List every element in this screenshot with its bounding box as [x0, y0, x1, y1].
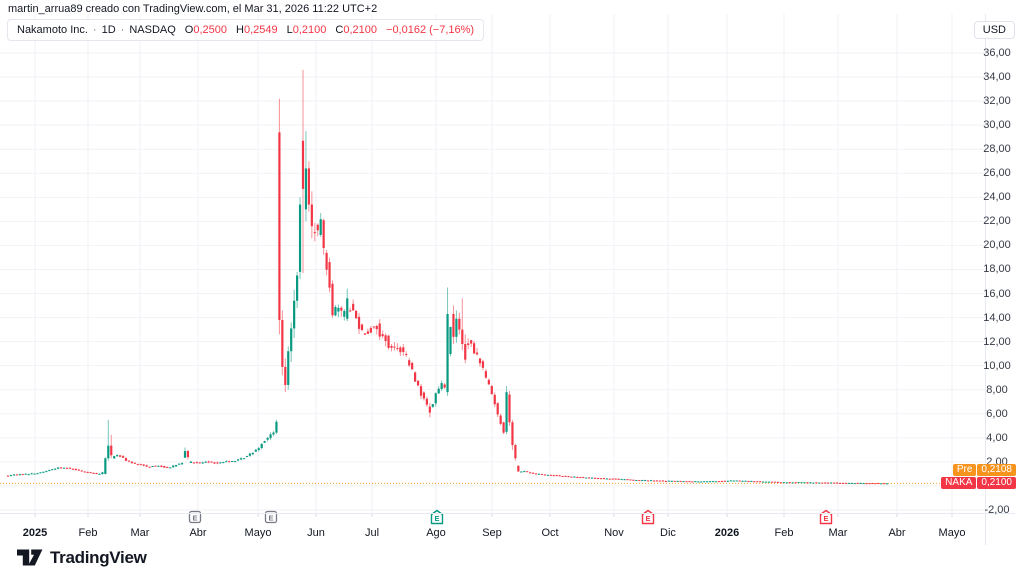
price-tick-label: 10,00	[983, 359, 1011, 372]
tradingview-logo-text: TradingView	[50, 547, 147, 567]
price-tick-label: -2,00	[984, 504, 1010, 516]
time-axis-label: Abr	[189, 527, 207, 539]
time-axis-label: Feb	[774, 527, 794, 539]
interval-label: 1D	[101, 24, 116, 36]
price-tick-label: 28,00	[983, 143, 1011, 156]
last-price-badge: NAKA 0,2100	[941, 477, 1016, 490]
symbol-name: Nakamoto Inc.	[17, 24, 88, 36]
tradingview-logo-mark	[17, 549, 43, 566]
candlestick-series	[6, 69, 889, 485]
price-tick-label: 20,00	[983, 239, 1011, 252]
time-axis-label: Mayo	[938, 527, 966, 539]
premarket-badge-label: Pre	[952, 464, 977, 477]
time-axis-label: Jul	[364, 527, 380, 539]
time-axis-label: 2025	[22, 527, 48, 539]
svg-text:E: E	[823, 514, 828, 523]
price-scale[interactable]: 36,00 34,00 32,00 30,00 28,00 26,00 24,00 22,00…	[981, 0, 1013, 545]
price-tick-label: 18,00	[983, 263, 1011, 276]
time-axis-label: Ago	[426, 527, 446, 539]
svg-text:E: E	[268, 514, 273, 523]
time-axis-label: Dic	[660, 527, 676, 539]
price-tick-label: 26,00	[983, 167, 1011, 180]
price-tick-label: 6,00	[986, 407, 1008, 420]
svg-text:E: E	[192, 514, 197, 523]
price-tick-label: 24,00	[983, 191, 1011, 204]
time-axis-label: Sep	[482, 527, 502, 539]
ohlc-close: C0,2100	[335, 24, 378, 36]
ohlc-high: H0,2549	[236, 24, 278, 36]
price-tick-label: 12,00	[983, 335, 1011, 348]
time-axis-label: Feb	[78, 527, 98, 539]
price-tick-label: 30,00	[983, 119, 1011, 132]
time-axis-label: Mar	[130, 527, 150, 539]
attribution-text: martin_arrua89 creado con TradingView.co…	[8, 3, 378, 15]
earnings-marker-icon[interactable]: E	[188, 510, 202, 524]
time-axis-label: Jun	[307, 527, 325, 539]
last-badge-value: 0,2100	[977, 477, 1016, 490]
time-axis-label: 2026	[714, 527, 740, 539]
last-badge-label: NAKA	[941, 477, 977, 490]
time-axis-label: Abr	[888, 527, 906, 539]
symbol-legend[interactable]: Nakamoto Inc. · 1D · NASDAQ O0,2500 H0,2…	[7, 19, 485, 41]
price-scale-border	[985, 14, 986, 545]
price-tick-label: 16,00	[983, 287, 1011, 300]
price-tick-label: 22,00	[983, 215, 1011, 228]
time-axis-border	[0, 513, 1015, 514]
earnings-marker-icon[interactable]: E	[264, 510, 278, 524]
legend-separator: ·	[120, 24, 125, 36]
legend-separator: ·	[92, 24, 97, 36]
change-label: −0,0162 (−7,16%)	[386, 24, 475, 36]
svg-text:E: E	[434, 514, 439, 523]
price-tick-label: 4,00	[986, 431, 1008, 444]
time-axis-label: Mayo	[244, 527, 272, 539]
ohlc-open: O0,2500	[184, 24, 228, 36]
premarket-badge-value: 0,2108	[977, 464, 1016, 477]
price-tick-label: 36,00	[983, 47, 1011, 59]
premarket-price-badge: Pre 0,2108	[952, 464, 1016, 477]
tradingview-logo[interactable]: TradingView	[16, 547, 147, 568]
price-tick-label: 8,00	[986, 383, 1008, 396]
time-axis-label: Nov	[604, 527, 624, 539]
price-tick-label: 14,00	[983, 311, 1011, 324]
price-tick-label: 32,00	[983, 95, 1011, 108]
price-tick-label: 34,00	[983, 71, 1011, 84]
grid-lines	[0, 14, 985, 517]
svg-text:E: E	[645, 514, 650, 523]
ohlc-low: L0,2100	[286, 24, 327, 36]
time-axis-label: Mar	[828, 527, 848, 539]
exchange-label: NASDAQ	[129, 24, 176, 36]
currency-button[interactable]: USD	[973, 21, 1015, 39]
time-axis[interactable]: 2025 Feb Mar Abr Mayo Jun Jul Ago Sep Oct Nov Dic 20…	[0, 513, 985, 545]
time-axis-label: Oct	[541, 527, 559, 539]
